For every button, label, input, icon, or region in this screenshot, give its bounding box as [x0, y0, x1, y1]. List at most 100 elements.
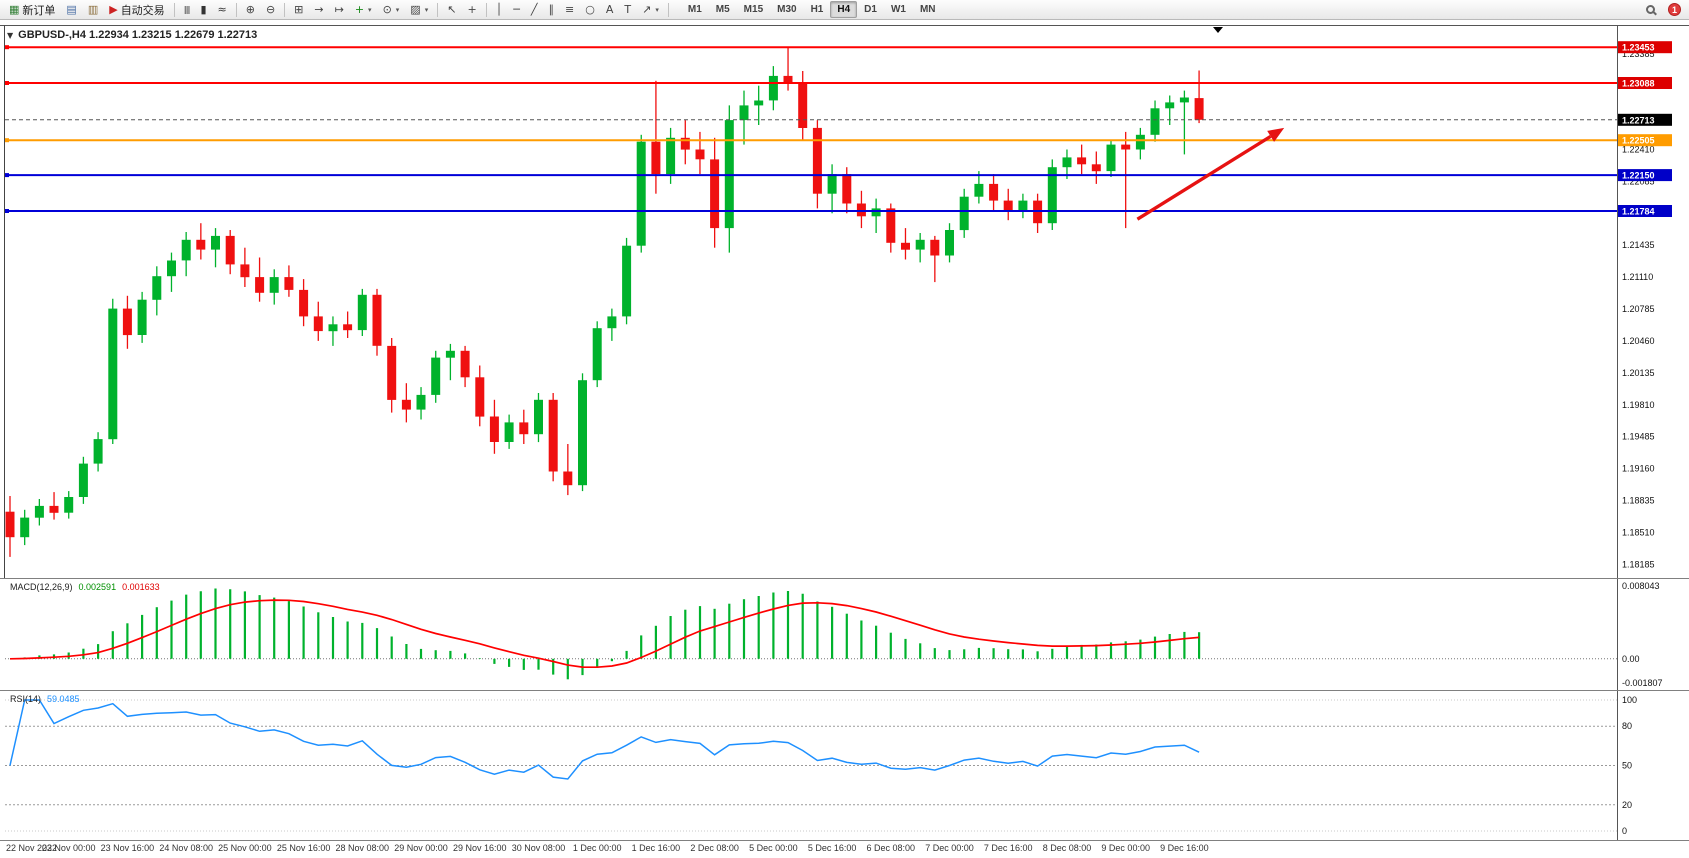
svg-text:23 Nov 00:00: 23 Nov 00:00 — [42, 843, 96, 853]
new-order-button[interactable]: ▦ 新订单 — [4, 1, 60, 18]
vertical-line-button[interactable]: │ — [491, 1, 508, 18]
arrows-button[interactable]: ↗ ▾ — [637, 1, 664, 18]
svg-text:5 Dec 16:00: 5 Dec 16:00 — [808, 843, 857, 853]
svg-text:1.19810: 1.19810 — [1622, 400, 1655, 410]
toolbar-separator — [173, 2, 175, 17]
trend-arrow-annotation[interactable] — [1136, 127, 1285, 221]
equidistant-channel-icon: ∥ — [548, 3, 555, 16]
svg-text:23 Nov 16:00: 23 Nov 16:00 — [101, 843, 155, 853]
indicators-button[interactable]: + ▾ — [350, 1, 377, 18]
vertical-line-icon: │ — [495, 3, 503, 16]
svg-text:1.18185: 1.18185 — [1622, 559, 1655, 569]
equidistant-channel-button[interactable]: ∥ — [544, 1, 560, 18]
candlestick-chart-icon: ▮ — [200, 3, 207, 16]
svg-text:100: 100 — [1622, 695, 1637, 705]
price-tag-1.22505[interactable]: 1.22505 — [1618, 134, 1672, 147]
svg-text:7 Dec 16:00: 7 Dec 16:00 — [984, 843, 1033, 853]
shapes-icon: ○ — [585, 3, 595, 16]
svg-text:1.22505: 1.22505 — [1622, 136, 1655, 146]
candlestick-chart[interactable]: 1.233851.230601.227351.224101.220851.217… — [0, 20, 1689, 858]
timeframe-m1-button[interactable]: M1 — [687, 4, 702, 15]
svg-text:1.18835: 1.18835 — [1622, 496, 1655, 506]
cursor-button[interactable]: ↖ — [442, 1, 461, 18]
periods-caret-icon: ▾ — [395, 5, 400, 14]
auto-scroll-icon: → — [314, 3, 324, 16]
auto-trading-button[interactable]: ▶ 自动交易 — [104, 1, 169, 18]
svg-text:1.22410: 1.22410 — [1622, 145, 1655, 155]
templates-icon: ▨ — [410, 3, 421, 16]
svg-text:1.20460: 1.20460 — [1622, 336, 1655, 346]
timeframe-h4-button[interactable]: H4 — [830, 1, 858, 18]
horizontal-line-button[interactable]: ─ — [508, 1, 525, 18]
fibonacci-retracement-button[interactable]: ≡ — [560, 1, 579, 18]
zoom-out-button[interactable]: ⊖ — [261, 1, 280, 18]
timeframe-m5-button[interactable]: M5 — [715, 4, 730, 15]
crosshair-button[interactable]: + — [462, 1, 481, 18]
svg-text:29 Nov 00:00: 29 Nov 00:00 — [394, 843, 448, 853]
bar-chart-button[interactable]: ||| — [179, 1, 195, 18]
one-click-trading-toggle[interactable]: ▼ — [7, 30, 14, 40]
notification-badge[interactable]: 1 — [1668, 3, 1681, 16]
price-tag-1.21784[interactable]: 1.21784 — [1618, 205, 1672, 217]
zoom-in-button[interactable]: ⊕ — [241, 1, 260, 18]
svg-text:-0.001807: -0.001807 — [1622, 678, 1663, 688]
hline-1.22505[interactable] — [5, 138, 1617, 143]
svg-text:1.22713: 1.22713 — [1622, 115, 1655, 125]
text-label-button[interactable]: T — [619, 1, 636, 18]
rsi-indicator-label: RSI(14) 59.0485 — [10, 694, 80, 704]
new-order-icon: ▦ — [9, 3, 20, 16]
chart-window-button[interactable]: ▤ — [61, 1, 81, 18]
svg-text:7 Dec 00:00: 7 Dec 00:00 — [925, 843, 974, 853]
svg-text:1.21784: 1.21784 — [1622, 207, 1655, 217]
shapes-button[interactable]: ○ — [580, 1, 600, 18]
periods-button[interactable]: ⊙ ▾ — [378, 1, 405, 18]
auto-trading-icon: ▶ — [109, 3, 118, 16]
profiles-button[interactable]: ▥ — [83, 1, 103, 18]
hline-1.23088[interactable] — [5, 81, 1617, 85]
templates-button[interactable]: ▨ ▾ — [405, 1, 433, 18]
macd-main-value: 0.002591 — [78, 582, 117, 592]
toolbar-buttons: ▦ 新订单 ▤ ▥ ▶ 自动交易 ||| ▮ ≈ ⊕ ⊖ ⊞ → ↦ + ▾ ⊙ ▾ ▨ ▾ ↖ + │ ─ ╱ ∥ ≡ ○ A T ↗ ▾ — [4, 1, 672, 18]
trendline-button[interactable]: ╱ — [526, 1, 543, 18]
text-button[interactable]: A — [601, 1, 619, 18]
line-chart-button[interactable]: ≈ — [213, 1, 232, 18]
tile-windows-button[interactable]: ⊞ — [289, 1, 308, 18]
indicators-caret-icon: ▾ — [368, 5, 372, 14]
timeframe-m30-button[interactable]: M30 — [777, 4, 797, 15]
candlestick-chart-button[interactable]: ▮ — [195, 1, 211, 18]
fibonacci-retracement-icon: ≡ — [565, 3, 575, 16]
timeframe-mn-button[interactable]: MN — [919, 4, 936, 15]
hline-1.22150[interactable] — [5, 173, 1617, 178]
timeframe-m15-button[interactable]: M15 — [743, 4, 764, 15]
chart-shift-button[interactable]: ↦ — [330, 1, 349, 18]
arrows-caret-icon: ▾ — [655, 5, 659, 14]
price-scale[interactable]: 1.233851.230601.227351.224101.220851.217… — [1622, 49, 1663, 836]
chart-shift-marker[interactable] — [1213, 27, 1223, 33]
svg-text:6 Dec 08:00: 6 Dec 08:00 — [867, 843, 916, 853]
price-tag-1.22150[interactable]: 1.22150 — [1618, 169, 1672, 182]
auto-scroll-button[interactable]: → — [309, 1, 328, 18]
svg-text:30 Nov 08:00: 30 Nov 08:00 — [512, 843, 566, 853]
timeframe-d1-button[interactable]: D1 — [864, 4, 877, 15]
price-tag-1.22713[interactable]: 1.22713 — [1618, 113, 1672, 126]
svg-text:0.008043: 0.008043 — [1622, 581, 1660, 591]
zoom-out-icon: ⊖ — [265, 3, 276, 16]
toolbar-separator — [485, 2, 487, 17]
search-button[interactable] — [1641, 1, 1660, 18]
indicators-icon: + — [354, 3, 365, 16]
zoom-in-icon: ⊕ — [245, 3, 255, 16]
svg-text:0: 0 — [1622, 826, 1627, 836]
toolbar-separator — [235, 2, 237, 17]
cursor-icon: ↖ — [447, 3, 457, 16]
candles-layer — [5, 46, 1204, 557]
price-tag-1.23088[interactable]: 1.23088 — [1618, 77, 1672, 89]
periods-icon: ⊙ — [382, 3, 392, 16]
hline-1.23453[interactable] — [5, 45, 1617, 50]
price-tag-1.23453[interactable]: 1.23453 — [1618, 41, 1672, 54]
text-label-icon: T — [624, 3, 632, 16]
timeframe-h1-button[interactable]: H1 — [810, 4, 824, 15]
hline-1.21784[interactable] — [5, 209, 1617, 213]
timeframe-w1-button[interactable]: W1 — [890, 4, 906, 15]
svg-text:25 Nov 16:00: 25 Nov 16:00 — [277, 843, 331, 853]
